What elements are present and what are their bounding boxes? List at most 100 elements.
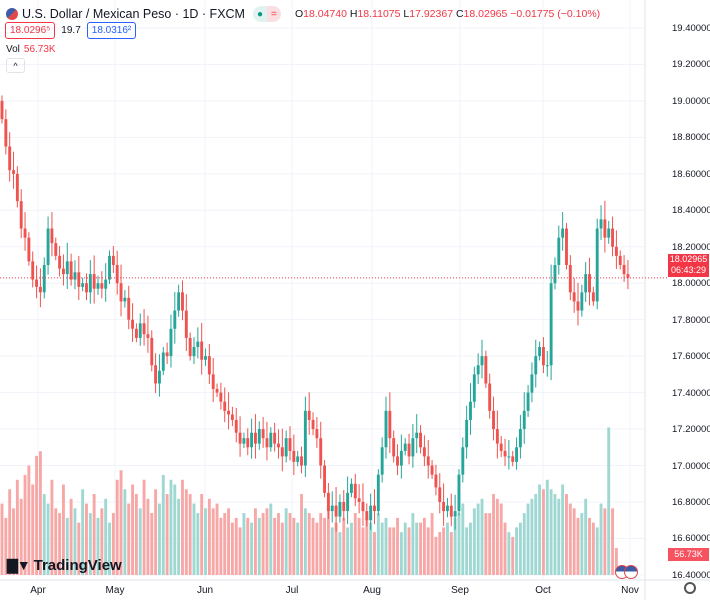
volume-bar (457, 513, 461, 575)
sell-button[interactable]: 18.0296⁵ (5, 22, 56, 39)
volume-bar (150, 513, 154, 575)
candle-body (200, 341, 204, 360)
volume-bar (488, 513, 492, 575)
price-tick-label: 17.00000 (672, 460, 710, 472)
candle-body (357, 498, 361, 502)
volume-bar (538, 484, 542, 575)
settings-gear-icon[interactable] (684, 582, 696, 594)
month-tick-label: Oct (535, 585, 551, 596)
volume-bar (411, 513, 415, 575)
volume-bar (380, 522, 384, 575)
volume-bar (131, 484, 135, 575)
volume-bar (142, 479, 146, 575)
us-event-icon[interactable] (624, 565, 638, 579)
candle-body (31, 261, 35, 280)
volume-bar (430, 513, 434, 575)
candle-body (115, 264, 119, 284)
candle-body (557, 237, 561, 265)
volume-bar (399, 532, 403, 575)
candle-body (142, 323, 146, 335)
volume-bar (307, 513, 311, 575)
buy-button[interactable]: 18.0316² (86, 22, 137, 39)
candle-body (292, 450, 296, 462)
spread-value: 19.7 (61, 25, 81, 36)
volume-bar (54, 508, 58, 575)
ohlc-values: O18.04740 H18.11075 L17.92367 C18.02965 … (294, 8, 601, 20)
candle-body (484, 356, 488, 384)
candle-body (376, 474, 380, 512)
candle-body (561, 228, 565, 238)
equal-icon: = (266, 6, 281, 22)
month-tick-label: Jun (196, 585, 214, 596)
candle-body (315, 429, 319, 439)
candle-body (296, 456, 300, 462)
volume-bar (614, 547, 618, 575)
candle-body (119, 283, 123, 302)
price-tick-label: 17.20000 (672, 424, 710, 436)
candle-body (611, 228, 615, 247)
candle-body (27, 237, 31, 262)
volume-bar (42, 494, 46, 575)
volume-bar (58, 513, 62, 575)
volume-bar (288, 513, 292, 575)
volume-bar (31, 484, 35, 575)
volume-bar (549, 489, 553, 575)
currency-flag-icon (6, 8, 18, 20)
candle-body (434, 474, 438, 488)
volume-bar (292, 517, 296, 575)
candle-body (169, 328, 173, 357)
candle-body (146, 334, 150, 338)
candle-body (407, 443, 411, 457)
candle-body (430, 465, 434, 475)
collapse-legend-button[interactable]: ^ (6, 58, 25, 73)
volume-bar (484, 513, 488, 575)
volume-bar (334, 522, 338, 575)
candle-body (138, 323, 142, 338)
volume-bar (242, 513, 246, 575)
candle-body (157, 370, 161, 384)
candle-body (369, 505, 373, 521)
candle-body (330, 505, 334, 512)
volume-bar (472, 508, 476, 575)
volume-bar (230, 522, 234, 575)
volume-bar (599, 503, 603, 575)
volume-bar (188, 494, 192, 575)
volume-bar (588, 517, 591, 575)
candle-body (111, 255, 115, 265)
month-tick-label: Nov (621, 585, 639, 596)
candle-body (403, 443, 407, 451)
candle-body (480, 356, 484, 366)
candle-body (77, 272, 81, 287)
candle-body (0, 100, 4, 120)
volume-bar (419, 522, 423, 575)
volume-bar (161, 475, 165, 575)
candle-body (342, 501, 346, 512)
candle-body (277, 443, 280, 448)
candle-body (453, 511, 457, 517)
candle-body (246, 438, 250, 448)
candle-body (8, 146, 12, 171)
candle-body (495, 429, 499, 444)
volume-bar (250, 522, 254, 575)
candle-body (591, 292, 595, 302)
candle-body (492, 410, 495, 430)
candle-body (35, 279, 39, 287)
market-status-pill[interactable]: ● = (252, 6, 281, 22)
candle-body (238, 432, 242, 444)
candle-body (507, 456, 511, 458)
candle-body (280, 447, 284, 457)
volume-bar (438, 532, 442, 575)
tradingview-logo[interactable]: ▇▼ TradingView (7, 557, 122, 574)
candle-body (419, 432, 423, 448)
candle-body (388, 410, 392, 439)
candle-body (511, 456, 515, 462)
volume-bar (346, 527, 350, 575)
economic-events[interactable] (615, 565, 638, 579)
symbol-title[interactable]: U.S. Dollar / Mexican Peso · 1D · FXCM (22, 7, 245, 21)
volume-bar (223, 513, 227, 575)
candle-body (127, 297, 131, 320)
candle-body (399, 450, 403, 466)
candle-body (499, 443, 503, 451)
volume-bar (607, 427, 611, 575)
